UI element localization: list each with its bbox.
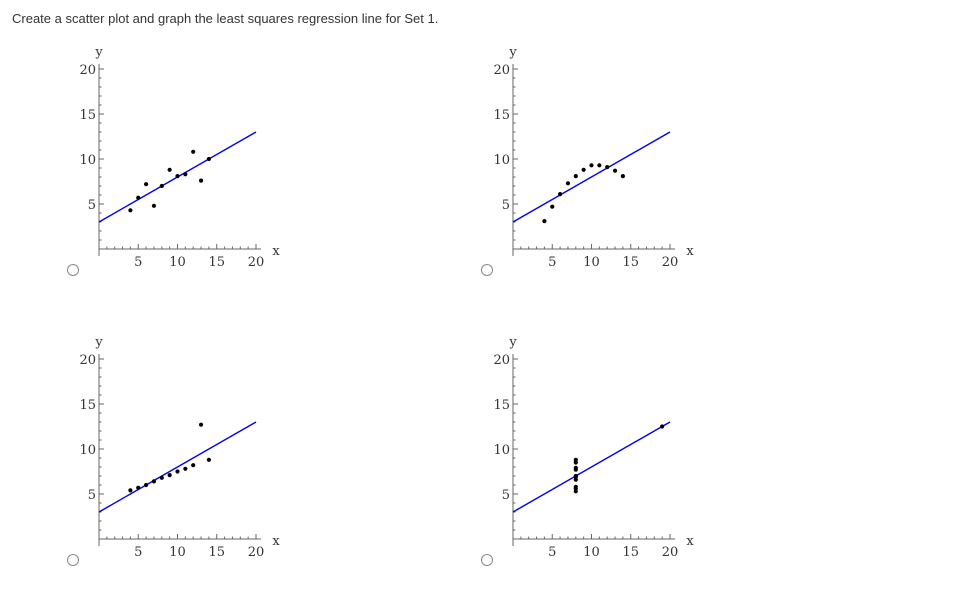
x-tick-label: 10 — [169, 545, 186, 560]
data-point — [206, 457, 211, 462]
y-tick-label: 15 — [79, 398, 96, 413]
data-point — [206, 156, 211, 162]
data-point — [573, 474, 578, 479]
data-point — [128, 488, 133, 493]
answer-option-2[interactable]: 5 10 15 20 5 10 15 20 x y — [474, 36, 894, 321]
x-tick-label: 5 — [134, 545, 142, 560]
radio-button-option-1[interactable] — [67, 264, 79, 276]
data-point — [191, 463, 196, 468]
data-point — [183, 172, 188, 177]
x-tick-label: 15 — [622, 545, 639, 560]
x-axis-label: x — [272, 534, 280, 549]
y-tick-label: 5 — [502, 198, 510, 213]
data-point — [198, 178, 204, 183]
x-tick-label: 10 — [583, 255, 600, 270]
answer-option-3[interactable]: 5 10 15 20 5 10 15 20 x y — [60, 326, 480, 611]
data-point — [151, 479, 157, 484]
data-point — [159, 183, 164, 189]
y-axis-label: y — [94, 335, 103, 350]
data-point — [573, 486, 578, 491]
data-point — [136, 485, 141, 490]
data-point — [144, 182, 149, 187]
y-tick-label: 15 — [79, 108, 96, 123]
data-point — [175, 174, 180, 179]
x-axis-label: x — [272, 244, 280, 259]
x-tick-label: 20 — [248, 545, 265, 560]
x-tick-label: 10 — [583, 545, 600, 560]
data-point — [605, 165, 610, 170]
data-point — [620, 174, 625, 179]
y-tick-label: 15 — [493, 108, 510, 123]
x-tick-label: 20 — [662, 255, 679, 270]
y-tick-label: 5 — [88, 198, 96, 213]
answer-option-1[interactable]: 5 10 15 20 5 10 15 20 x y — [60, 36, 480, 321]
y-tick-label: 20 — [493, 353, 510, 368]
y-axis-label: y — [508, 45, 517, 60]
y-axis-label: y — [508, 335, 517, 350]
y-tick-label: 10 — [79, 153, 96, 168]
data-point — [542, 219, 547, 224]
x-tick-label: 15 — [208, 545, 225, 560]
data-point — [565, 181, 571, 186]
radio-button-option-3[interactable] — [67, 554, 79, 566]
regression-line — [512, 131, 671, 223]
x-tick-label: 20 — [248, 255, 265, 270]
y-axis-label: y — [94, 45, 103, 60]
data-point — [175, 469, 180, 474]
scatter-plot-1: 5 10 15 20 5 10 15 20 x y — [79, 45, 280, 270]
y-tick-label: 10 — [493, 443, 510, 458]
y-tick-label: 5 — [502, 488, 510, 503]
scatter-plot-4: 5 10 15 20 5 10 15 20 x y — [493, 335, 694, 560]
data-point — [558, 192, 563, 197]
x-axis-label: x — [686, 244, 694, 259]
regression-line — [512, 421, 671, 513]
data-point — [589, 163, 594, 168]
scatter-plot-2: 5 10 15 20 5 10 15 20 x y — [493, 45, 694, 270]
data-point — [581, 167, 586, 172]
data-point — [144, 482, 149, 488]
data-point — [167, 167, 172, 172]
x-tick-label: 5 — [134, 255, 142, 270]
data-point — [573, 174, 578, 179]
x-axis-label: x — [686, 534, 694, 549]
y-tick-label: 10 — [493, 153, 510, 168]
x-tick-label: 5 — [548, 545, 556, 560]
data-point — [191, 149, 196, 154]
x-tick-label: 10 — [169, 255, 186, 270]
radio-button-option-2[interactable] — [481, 264, 493, 276]
data-point — [136, 195, 141, 200]
y-tick-label: 10 — [79, 443, 96, 458]
data-point — [612, 168, 618, 173]
x-tick-label: 5 — [548, 255, 556, 270]
data-point — [573, 457, 578, 462]
y-tick-label: 20 — [79, 63, 96, 78]
x-tick-label: 15 — [208, 255, 225, 270]
data-point — [198, 422, 204, 427]
question-text: Create a scatter plot and graph the leas… — [12, 11, 439, 26]
data-point — [597, 163, 602, 168]
data-point — [183, 466, 188, 471]
data-point — [660, 424, 665, 429]
data-point — [167, 473, 172, 478]
data-point — [151, 203, 157, 208]
y-tick-label: 15 — [493, 398, 510, 413]
data-point — [128, 208, 133, 213]
y-tick-label: 20 — [493, 63, 510, 78]
x-tick-label: 20 — [662, 545, 679, 560]
y-tick-label: 5 — [88, 488, 96, 503]
answer-option-4[interactable]: 5 10 15 20 5 10 15 20 x y — [474, 326, 894, 611]
radio-button-option-4[interactable] — [481, 554, 493, 566]
x-tick-label: 15 — [622, 255, 639, 270]
data-point — [550, 204, 555, 209]
data-point — [573, 465, 578, 470]
data-point — [159, 475, 164, 480]
scatter-plot-3: 5 10 15 20 5 10 15 20 x y — [79, 335, 280, 560]
y-tick-label: 20 — [79, 353, 96, 368]
regression-line — [98, 421, 257, 513]
